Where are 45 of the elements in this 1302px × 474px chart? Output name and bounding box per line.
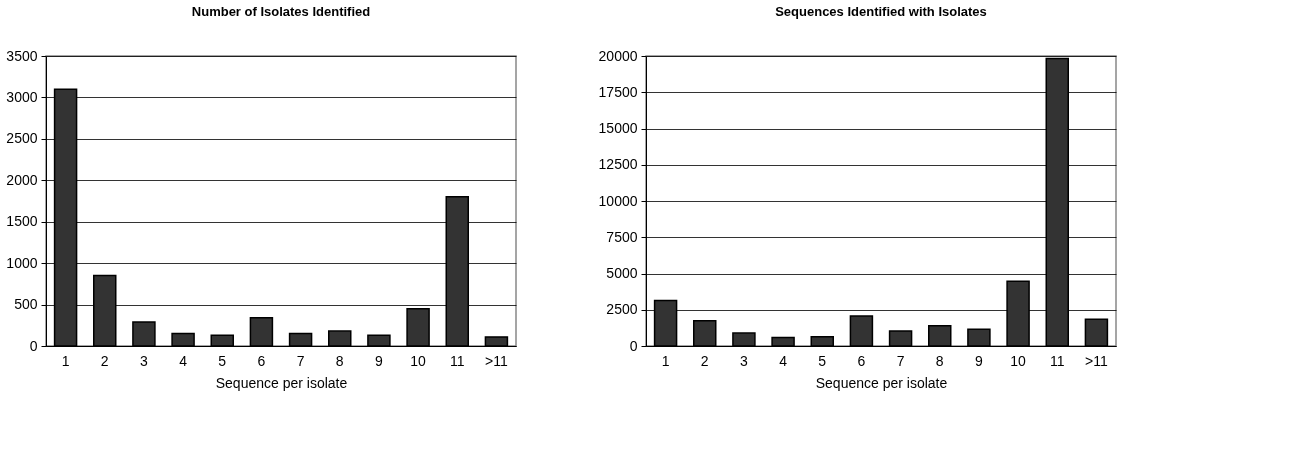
y-tick-label: 1500	[6, 213, 38, 230]
x-axis-title: Sequence per isolate	[215, 374, 348, 391]
y-tick-label: 5000	[606, 265, 638, 281]
y-tick-label: 17500	[598, 83, 638, 100]
x-tick-label: 1	[61, 352, 70, 369]
y-tick-label: 0	[629, 337, 638, 354]
y-tick-label: 500	[14, 296, 38, 313]
x-tick-label: 11	[1049, 352, 1065, 369]
x-axis-title: Sequence per isolate	[815, 374, 948, 391]
x-tick-label: 7	[296, 352, 305, 369]
y-tick-label: 20000	[598, 47, 638, 64]
x-tick-label: 5	[818, 352, 827, 369]
chart-title: Number of Isolates Identified	[191, 4, 371, 19]
y-tick-label: 2000	[6, 171, 38, 188]
y-tick-label: 1000	[6, 254, 38, 271]
x-tick-label: 2	[100, 352, 109, 369]
x-tick-label: 5	[218, 352, 227, 369]
y-tick-label: 12500	[598, 156, 638, 173]
x-tick-label: 6	[257, 352, 266, 369]
y-tick-label: 3500	[6, 47, 38, 64]
y-tick-label: 10000	[598, 192, 638, 209]
x-tick-label: 7	[896, 352, 905, 369]
x-tick-label: >11	[485, 352, 508, 369]
x-tick-label: 11	[449, 352, 465, 369]
y-tick-label: 15000	[598, 120, 638, 136]
y-tick-label: 7500	[606, 228, 638, 245]
x-tick-label: 3	[740, 352, 749, 369]
x-tick-label: 4	[779, 352, 788, 369]
x-tick-label: 10	[410, 352, 427, 369]
y-tick-label: 2500	[6, 130, 38, 147]
x-tick-label: 8	[935, 352, 944, 369]
y-tick-label: 0	[29, 337, 38, 354]
y-tick-label: 2500	[606, 301, 638, 318]
x-tick-label: 4	[179, 352, 188, 369]
x-tick-label: 2	[700, 352, 709, 369]
x-tick-label: 1	[661, 352, 670, 369]
x-tick-label: 9	[975, 352, 984, 369]
x-tick-label: 8	[335, 352, 344, 369]
x-tick-label: 9	[375, 352, 384, 369]
y-tick-label: 3000	[6, 88, 38, 105]
x-tick-label: 6	[857, 352, 866, 369]
x-tick-label: 3	[140, 352, 149, 369]
x-tick-label: 10	[1010, 352, 1027, 369]
chart-title: Sequences Identified with Isolates	[775, 4, 987, 19]
x-tick-label: >11	[1085, 352, 1108, 369]
